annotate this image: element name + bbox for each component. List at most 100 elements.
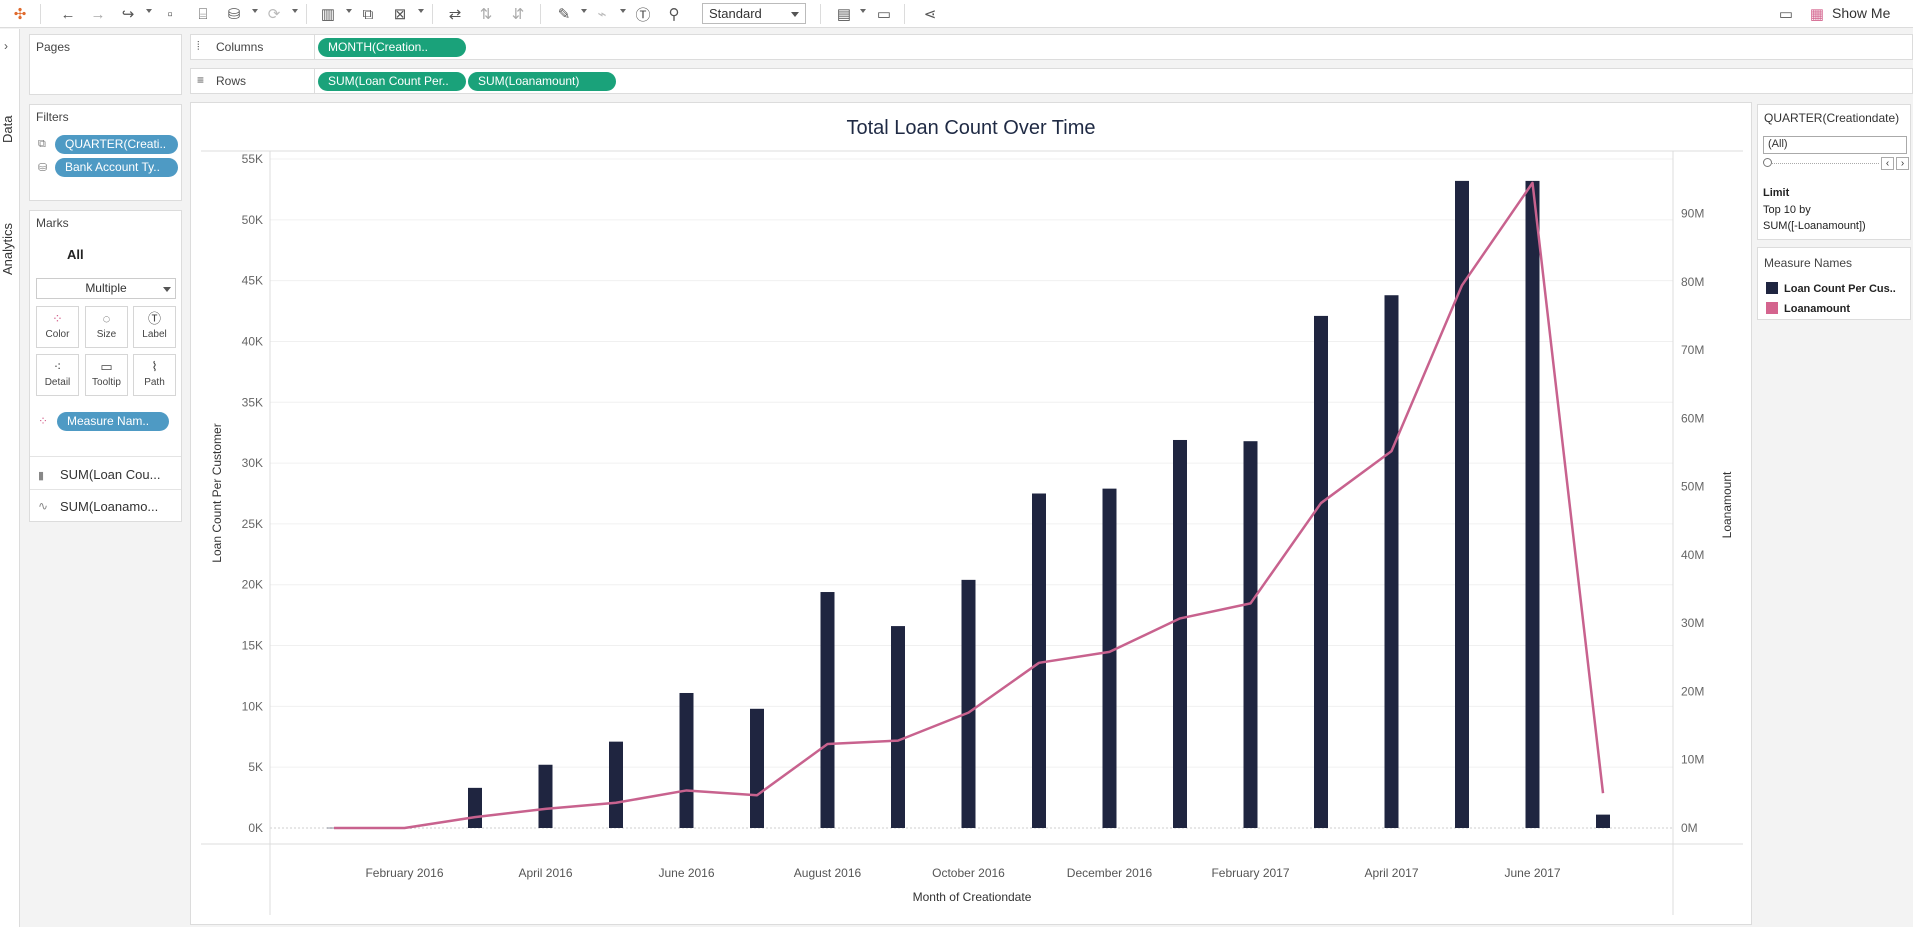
color-button[interactable]: ⁘ Color <box>36 306 79 348</box>
marks-divider <box>30 489 181 490</box>
next-icon[interactable]: › <box>1896 157 1909 170</box>
swap-icon[interactable]: ⇄ <box>448 6 462 23</box>
rows-pill-loan-count[interactable]: SUM(Loan Count Per.. <box>318 72 466 91</box>
quarter-slider-handle[interactable] <box>1763 158 1772 167</box>
x-tick-label: April 2016 <box>518 866 572 880</box>
bar-loan-count <box>609 741 623 828</box>
y-tick-label: 10K <box>242 699 263 713</box>
bar-loan-count <box>750 708 764 828</box>
size-button[interactable]: ◌ Size <box>85 306 128 348</box>
filter-pill-quarter[interactable]: QUARTER(Creati.. <box>55 135 178 154</box>
datasource-icon[interactable]: ⛁ <box>227 6 241 23</box>
x-tick-label: December 2016 <box>1067 866 1153 880</box>
filter-pill-bank-account[interactable]: Bank Account Ty.. <box>55 158 178 177</box>
rows-icon: ≡ <box>197 73 205 87</box>
show-cards-icon[interactable]: ▤ <box>836 6 852 23</box>
new-sheet-dropdown-icon[interactable] <box>346 9 352 13</box>
detail-button[interactable]: ⁖ Detail <box>36 354 79 396</box>
chart-svg: 0K 5K 10K 15K 20K 25K 30K 35K 40K 45K 50K 55K 0M 10M 2… <box>201 150 1743 915</box>
rows-label: Rows <box>216 74 247 88</box>
y2-tick-label: 90M <box>1681 207 1704 221</box>
expand-icon[interactable]: › <box>4 39 8 53</box>
tableau-logo-icon[interactable]: ✣ <box>13 6 27 23</box>
y2-tick-label: 70M <box>1681 343 1704 357</box>
quarter-filter-value[interactable]: (All) <box>1763 136 1907 154</box>
chevron-down-icon <box>163 287 171 292</box>
quarter-filter-title: QUARTER(Creationdate) <box>1764 111 1900 125</box>
filter-bank-icon: ⛁ <box>38 162 48 174</box>
columns-pill-month[interactable]: MONTH(Creation.. <box>318 38 466 57</box>
toolbar: ✣ ← → ↪ ▫ ⌸ ⛁ ⟳ ▥ ⧉ ⊠ ⇄ ⇅ ⇵ ✎ ⌁ Ⓣ ⚲ Stan… <box>0 0 1913 28</box>
y2-tick-label: 30M <box>1681 616 1704 630</box>
quarter-slider-track[interactable] <box>1764 163 1879 164</box>
toolbar-separator <box>432 4 433 24</box>
format-icon[interactable]: ▭ <box>1778 6 1794 23</box>
highlight-icon[interactable]: ✎ <box>557 6 571 23</box>
labels-icon[interactable]: Ⓣ <box>635 6 651 24</box>
path-button[interactable]: ⌇ Path <box>133 354 176 396</box>
bar-mark-icon: ▮ <box>38 470 45 482</box>
label-button[interactable]: Ⓣ Label <box>133 306 176 348</box>
fit-select[interactable]: Standard <box>702 3 806 24</box>
bar-loan-count <box>1173 439 1187 828</box>
duplicate-sheet-icon[interactable]: ⧉ <box>362 5 374 23</box>
highlight-dropdown-icon[interactable] <box>581 9 587 13</box>
refresh-dropdown-icon[interactable] <box>292 9 298 13</box>
marks-measure-loanamount[interactable]: SUM(Loanamo... <box>60 499 159 514</box>
group-dropdown-icon[interactable] <box>620 9 626 13</box>
limit-title: Limit <box>1763 187 1790 199</box>
color-button-label: Color <box>45 329 70 340</box>
redo-icon[interactable]: → <box>90 5 106 23</box>
marks-card: Marks All Multiple ⁘ Color ◌ Size Ⓣ Labe… <box>29 210 182 522</box>
bar-loan-count <box>538 764 553 828</box>
data-tab[interactable]: Data <box>0 115 15 143</box>
save-icon[interactable]: ▫ <box>167 5 173 23</box>
show-me-button[interactable]: Show Me <box>1832 5 1891 21</box>
analytics-tab[interactable]: Analytics <box>0 222 15 276</box>
legend-item-loan-count[interactable]: Loan Count Per Cus.. <box>1766 282 1896 295</box>
undo-icon[interactable]: ← <box>60 5 76 23</box>
y2-tick-label: 60M <box>1681 411 1704 425</box>
x-tick-label: February 2017 <box>1211 866 1289 880</box>
rows-shelf: ≡ Rows SUM(Loan Count Per.. SUM(Loanamou… <box>190 68 1913 94</box>
clear-dropdown-icon[interactable] <box>418 9 424 13</box>
shelf-divider <box>314 69 315 93</box>
fit-select-value: Standard <box>709 6 762 21</box>
y-tick-label: 0K <box>248 821 263 835</box>
replay-dropdown-icon[interactable] <box>146 9 152 13</box>
show-cards-dropdown-icon[interactable] <box>860 9 866 13</box>
replay-icon[interactable]: ↪ <box>121 6 135 23</box>
sort-ascending-icon[interactable]: ⇅ <box>479 6 493 23</box>
pin-icon[interactable]: ⚲ <box>668 6 680 23</box>
x-tick-label: October 2016 <box>932 866 1005 880</box>
share-icon[interactable]: ⋖ <box>923 6 937 23</box>
marks-all-label[interactable]: All <box>67 247 84 262</box>
legend-item-label: Loan Count Per Cus.. <box>1784 283 1896 295</box>
toolbar-separator <box>40 4 41 24</box>
refresh-icon[interactable]: ⟳ <box>267 6 281 23</box>
tooltip-button[interactable]: ▭ Tooltip <box>85 354 128 396</box>
bar-loan-count <box>1314 315 1328 828</box>
measure-names-pill[interactable]: Measure Nam.. <box>57 412 169 431</box>
presentation-icon[interactable]: ▭ <box>876 6 892 23</box>
bar-loan-count <box>1032 493 1046 828</box>
datasource-dropdown-icon[interactable] <box>252 9 258 13</box>
rows-pill-loanamount[interactable]: SUM(Loanamount) <box>468 72 616 91</box>
viz-area: Total Loan Count Over Time 0K 5K 10K 15K 20K… <box>190 102 1752 925</box>
y-tick-label: 35K <box>242 395 263 409</box>
legend-title: Measure Names <box>1764 256 1853 270</box>
show-me-icon[interactable]: ▦ <box>1809 6 1825 23</box>
detail-button-label: Detail <box>44 377 71 388</box>
legend-card: Measure Names Loan Count Per Cus.. Loana… <box>1757 247 1911 320</box>
new-datasource-icon[interactable]: ⌸ <box>198 5 208 23</box>
prev-icon[interactable]: ‹ <box>1881 157 1894 170</box>
new-sheet-icon[interactable]: ▥ <box>320 6 336 23</box>
detail-icon: ⁖ <box>53 359 62 374</box>
clear-sheet-icon[interactable]: ⊠ <box>393 6 407 23</box>
legend-item-loanamount[interactable]: Loanamount <box>1766 302 1850 315</box>
mark-type-select[interactable]: Multiple <box>36 278 176 299</box>
group-icon[interactable]: ⌁ <box>597 6 607 23</box>
sort-descending-icon[interactable]: ⇵ <box>511 6 525 23</box>
marks-measure-loan-count[interactable]: SUM(Loan Cou... <box>60 467 161 482</box>
path-button-label: Path <box>144 377 165 388</box>
